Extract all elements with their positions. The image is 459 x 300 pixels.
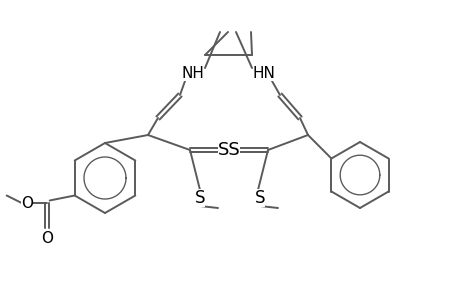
Text: HN: HN <box>252 65 275 80</box>
Text: NH: NH <box>181 65 204 80</box>
Text: S: S <box>254 189 265 207</box>
Text: S: S <box>194 189 205 207</box>
Text: O: O <box>21 196 33 211</box>
Text: SS: SS <box>217 141 240 159</box>
Text: O: O <box>40 231 53 246</box>
